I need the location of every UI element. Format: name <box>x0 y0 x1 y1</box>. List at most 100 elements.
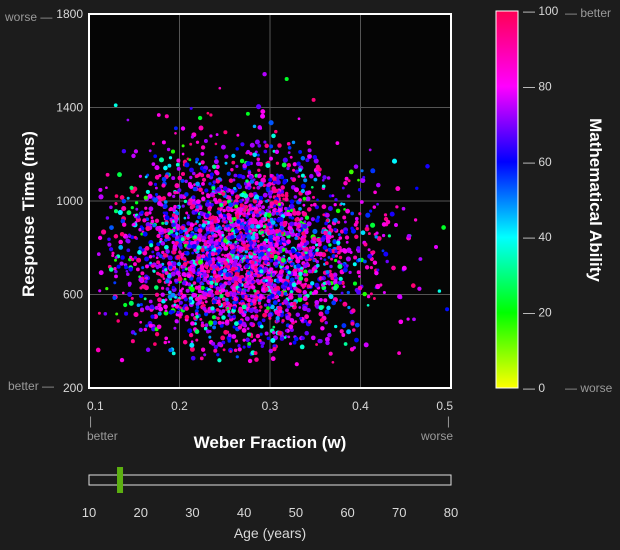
data-point <box>268 316 272 320</box>
data-point <box>161 298 166 304</box>
data-point <box>174 131 177 135</box>
data-point <box>198 162 202 166</box>
data-point <box>151 326 156 332</box>
data-point <box>237 344 241 348</box>
data-point <box>329 228 332 232</box>
data-point <box>355 227 359 231</box>
data-point <box>155 264 160 269</box>
x-low-hint: better <box>87 429 118 443</box>
data-point <box>143 195 148 200</box>
data-point <box>135 207 139 211</box>
data-point <box>307 154 312 159</box>
data-point <box>132 222 136 227</box>
data-point <box>148 206 154 212</box>
data-point <box>273 261 278 266</box>
data-point <box>352 328 356 332</box>
data-point <box>253 206 259 211</box>
data-point <box>346 329 352 335</box>
data-point <box>153 154 158 159</box>
age-slider[interactable]: 10 20 30 40 50 60 70 80 Age (years) <box>82 467 458 541</box>
data-point <box>196 173 200 178</box>
data-point <box>293 195 298 199</box>
data-point <box>350 211 355 216</box>
data-point <box>97 311 101 315</box>
data-point <box>165 248 170 254</box>
data-point <box>118 239 124 245</box>
data-point <box>163 200 168 204</box>
data-point <box>157 303 162 308</box>
data-point <box>200 151 205 156</box>
data-point <box>176 298 181 303</box>
age-slider-track[interactable] <box>88 474 452 486</box>
data-point <box>246 327 250 330</box>
data-point <box>113 209 119 214</box>
data-point <box>302 305 308 311</box>
data-point <box>169 229 174 234</box>
data-point <box>149 243 154 248</box>
data-point <box>134 201 139 205</box>
data-point <box>157 252 160 256</box>
data-point <box>288 295 293 300</box>
data-point <box>294 320 298 323</box>
data-point <box>346 264 349 267</box>
data-point <box>161 286 165 290</box>
data-point <box>315 251 319 255</box>
data-point <box>272 346 277 352</box>
data-point <box>273 217 277 221</box>
data-point <box>252 186 256 190</box>
data-point <box>207 207 212 212</box>
data-point <box>357 285 363 291</box>
data-point <box>212 325 217 330</box>
data-point <box>376 236 382 241</box>
data-point <box>294 236 298 241</box>
data-point <box>244 204 249 210</box>
data-point <box>174 295 177 299</box>
data-point <box>324 336 330 342</box>
data-point <box>221 321 225 325</box>
data-point <box>201 223 206 228</box>
data-point <box>269 246 276 252</box>
data-point <box>111 254 115 258</box>
data-point <box>243 193 249 199</box>
data-point <box>197 115 203 121</box>
data-point <box>248 240 254 245</box>
scatter-plot <box>88 13 452 389</box>
data-point <box>203 353 207 357</box>
data-point <box>270 293 275 298</box>
data-point <box>214 142 218 146</box>
data-point <box>184 231 189 235</box>
data-point <box>121 291 125 295</box>
data-point <box>290 216 295 220</box>
age-slider-handle[interactable] <box>117 467 124 493</box>
data-point <box>337 263 343 270</box>
data-point <box>239 230 242 234</box>
data-point <box>266 251 271 257</box>
data-point <box>280 293 284 297</box>
data-point <box>205 261 209 265</box>
data-point <box>198 259 203 265</box>
data-point <box>268 177 273 182</box>
data-point <box>218 226 223 231</box>
data-point <box>145 264 149 269</box>
data-point <box>269 173 273 178</box>
data-point <box>354 234 359 239</box>
data-point <box>331 254 336 259</box>
data-point <box>233 296 239 302</box>
data-point <box>198 294 204 300</box>
data-point <box>264 287 269 292</box>
data-point <box>320 326 325 331</box>
data-point <box>292 340 297 345</box>
y-axis: 200 600 1000 1400 1800 worse — better — Resp… <box>4 7 83 395</box>
data-point <box>248 246 253 250</box>
data-point <box>194 238 197 242</box>
data-point <box>253 255 257 259</box>
data-point <box>178 250 182 254</box>
data-point <box>289 203 295 209</box>
data-point <box>246 332 252 337</box>
data-point <box>277 194 281 198</box>
data-point <box>232 291 237 297</box>
data-point <box>289 318 295 323</box>
data-point <box>164 215 170 221</box>
data-point <box>351 308 356 313</box>
data-point <box>233 348 238 352</box>
